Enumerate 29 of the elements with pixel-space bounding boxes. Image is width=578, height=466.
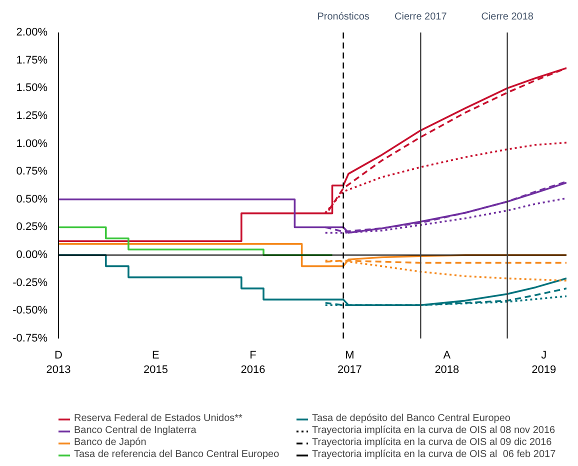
legend-label: Tasa de depósito del Banco Central Europeo: [312, 413, 510, 424]
y-tick-label: 2.00%: [16, 26, 48, 38]
x-tick-label: F 2016: [240, 350, 266, 376]
legend-label: Banco Central de Inglaterra: [74, 425, 196, 436]
legend-label: Trayectoria implícita en la curva de OIS al 09 dic 2016: [312, 437, 552, 448]
y-tick-label: 1.75%: [16, 54, 48, 66]
y-tick-label: -0.50%: [12, 304, 48, 317]
x-tick-label: A 2018: [434, 350, 460, 376]
legend-label: Reserva Federal de Estados Unidos**: [74, 413, 242, 424]
y-tick-label: -0.25%: [12, 276, 48, 289]
y-tick-label: 1.50%: [16, 82, 48, 94]
x-tick-label: D 2013: [46, 350, 71, 376]
legend-label: Trayectoria implícita en la curva de OIS al 06 feb 2017: [312, 449, 556, 460]
x-tick-label: M 2017: [337, 350, 362, 376]
y-tick-label: -0.75%: [12, 332, 48, 344]
y-tick-label: 0.00%: [16, 249, 48, 262]
x-tick-label: J 2019: [532, 350, 556, 376]
y-tick-label: 0.75%: [16, 166, 48, 178]
y-tick-label: 1.00%: [16, 138, 48, 150]
ref-line-label: Pronósticos: [317, 12, 370, 23]
legend-label: Tasa de referencia del Banco Central Europeo: [74, 449, 280, 460]
x-tick-label: E 2015: [143, 350, 168, 376]
legend-label: Banco de Japón: [74, 437, 146, 448]
y-tick-label: 1.25%: [16, 110, 48, 122]
ref-line-label: Cierre 2017: [394, 12, 448, 23]
y-tick-label: 0.25%: [16, 221, 48, 234]
ref-line-label: Cierre 2018: [481, 12, 534, 23]
legend-label: Trayectoria implícita en la curva de OIS al 08 nov 2016: [312, 425, 556, 436]
y-tick-label: 0.50%: [16, 193, 48, 206]
